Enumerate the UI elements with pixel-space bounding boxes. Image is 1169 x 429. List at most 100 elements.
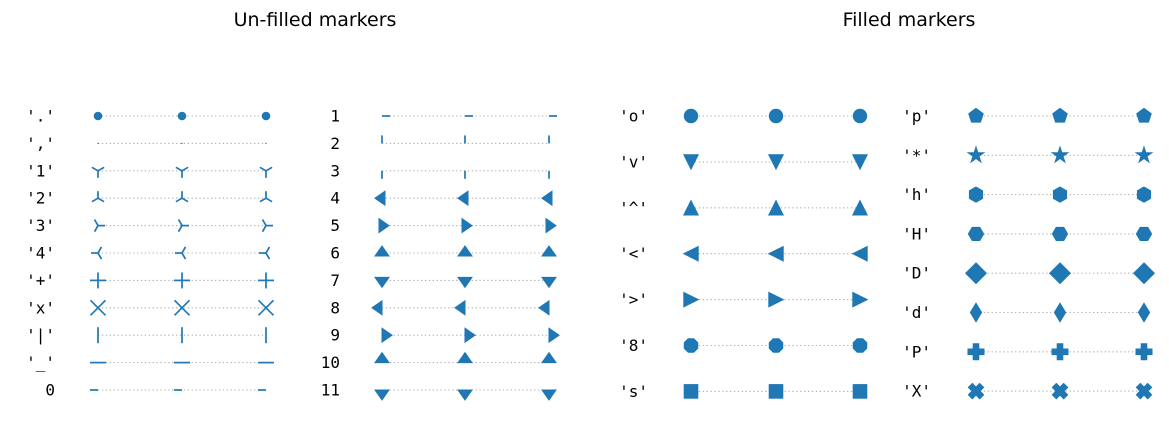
marker-point	[768, 384, 784, 399]
marker-point	[457, 351, 473, 364]
marker-label: ','	[26, 134, 55, 153]
marker-point	[966, 145, 986, 164]
marker-row: '<'	[619, 244, 868, 263]
marker-row: '8'	[619, 336, 868, 355]
marker-row: 6	[330, 244, 557, 263]
marker-row: '4'	[26, 244, 271, 263]
marker-label: '4'	[26, 244, 55, 263]
marker-point	[768, 108, 784, 124]
marker-point	[682, 199, 700, 216]
marker-point	[1052, 186, 1068, 203]
marker-label: '<'	[619, 244, 648, 263]
marker-label: 6	[330, 244, 340, 263]
marker-point	[90, 272, 106, 289]
marker-label: 3	[330, 161, 340, 180]
marker-row: '*'	[902, 145, 1154, 165]
marker-row: '2'	[26, 189, 273, 208]
marker-point	[967, 343, 985, 361]
marker-point	[457, 276, 473, 289]
marker-point	[454, 299, 466, 316]
marker-point	[1052, 107, 1068, 123]
marker-label: 11	[321, 381, 340, 400]
marker-point	[964, 262, 988, 285]
marker-label: 1	[330, 107, 340, 126]
marker-point	[261, 219, 273, 233]
marker-point	[259, 166, 273, 178]
unfilled-title: Un-filled markers	[234, 9, 397, 31]
marker-row: 'd'	[902, 302, 1151, 323]
marker-point	[1050, 145, 1070, 164]
marker-row: 0	[45, 381, 266, 400]
marker-point	[457, 389, 473, 401]
marker-point	[852, 291, 869, 308]
marker-point	[851, 245, 868, 262]
marker-label: '1'	[26, 161, 55, 180]
marker-point	[91, 166, 105, 178]
marker-row: 7	[330, 271, 557, 290]
marker-point	[371, 299, 383, 316]
marker-row: 5	[330, 216, 557, 235]
marker-point	[97, 142, 99, 144]
marker-point	[374, 190, 386, 207]
marker-row: '+'	[26, 271, 274, 290]
marker-point	[1051, 382, 1069, 400]
marker-point	[173, 299, 191, 316]
marker-label: '>'	[619, 290, 648, 309]
marker-point	[852, 338, 868, 353]
marker-label: 'H'	[902, 224, 931, 243]
marker-point	[175, 166, 189, 178]
marker-point	[265, 142, 267, 144]
marker-point	[1051, 226, 1069, 241]
marker-point	[457, 190, 469, 207]
marker-row: '1'	[26, 161, 273, 180]
marker-point	[969, 302, 983, 323]
marker-point	[461, 217, 473, 234]
marker-point	[374, 389, 390, 401]
marker-label: '8'	[619, 336, 648, 355]
marker-label: 's'	[619, 382, 648, 401]
marker-point	[967, 226, 985, 241]
marker-point	[89, 299, 107, 316]
marker-row: '^'	[619, 198, 869, 217]
marker-point	[767, 245, 784, 262]
marker-point	[1135, 226, 1153, 241]
marker-label: 0	[45, 381, 55, 400]
marker-row: 'P'	[902, 342, 1153, 361]
marker-point	[374, 351, 390, 364]
filled-title: Filled markers	[843, 9, 976, 31]
marker-point	[545, 217, 557, 234]
marker-label: 'p'	[902, 107, 931, 126]
marker-point	[541, 389, 557, 401]
marker-point	[464, 327, 476, 344]
marker-grid: '.' ',' '1' '2' '3' '4' '+' 'x' '|' '_' 0 1 2 3 4 5 6 7 8 9…	[26, 107, 1156, 401]
marker-point	[682, 154, 700, 171]
marker-point	[259, 246, 271, 260]
marker-label: '|'	[26, 326, 55, 345]
marker-point	[1053, 302, 1067, 323]
marker-point	[1051, 343, 1069, 361]
marker-point	[851, 154, 869, 171]
marker-point	[682, 245, 699, 262]
marker-row: '>'	[619, 290, 869, 309]
marker-label: 'X'	[902, 382, 931, 401]
marker-point	[257, 299, 275, 316]
marker-point	[852, 384, 868, 399]
marker-point	[541, 351, 557, 364]
marker-label: 'h'	[902, 185, 931, 204]
marker-point	[1135, 382, 1153, 400]
marker-point	[378, 217, 390, 234]
marker-point	[767, 154, 785, 171]
marker-label: '_'	[26, 353, 55, 372]
marker-point	[683, 338, 699, 353]
marker-point	[768, 338, 784, 353]
marker-row: 'x'	[26, 298, 275, 317]
marker-point	[261, 111, 271, 121]
marker-point	[968, 107, 984, 123]
marker-point	[174, 272, 190, 289]
marker-row: 10	[321, 351, 557, 372]
marker-label: 'D'	[902, 264, 931, 283]
marker-label: '2'	[26, 189, 55, 208]
marker-label: 10	[321, 353, 340, 372]
marker-label: '+'	[26, 271, 55, 290]
marker-point	[1134, 145, 1154, 164]
